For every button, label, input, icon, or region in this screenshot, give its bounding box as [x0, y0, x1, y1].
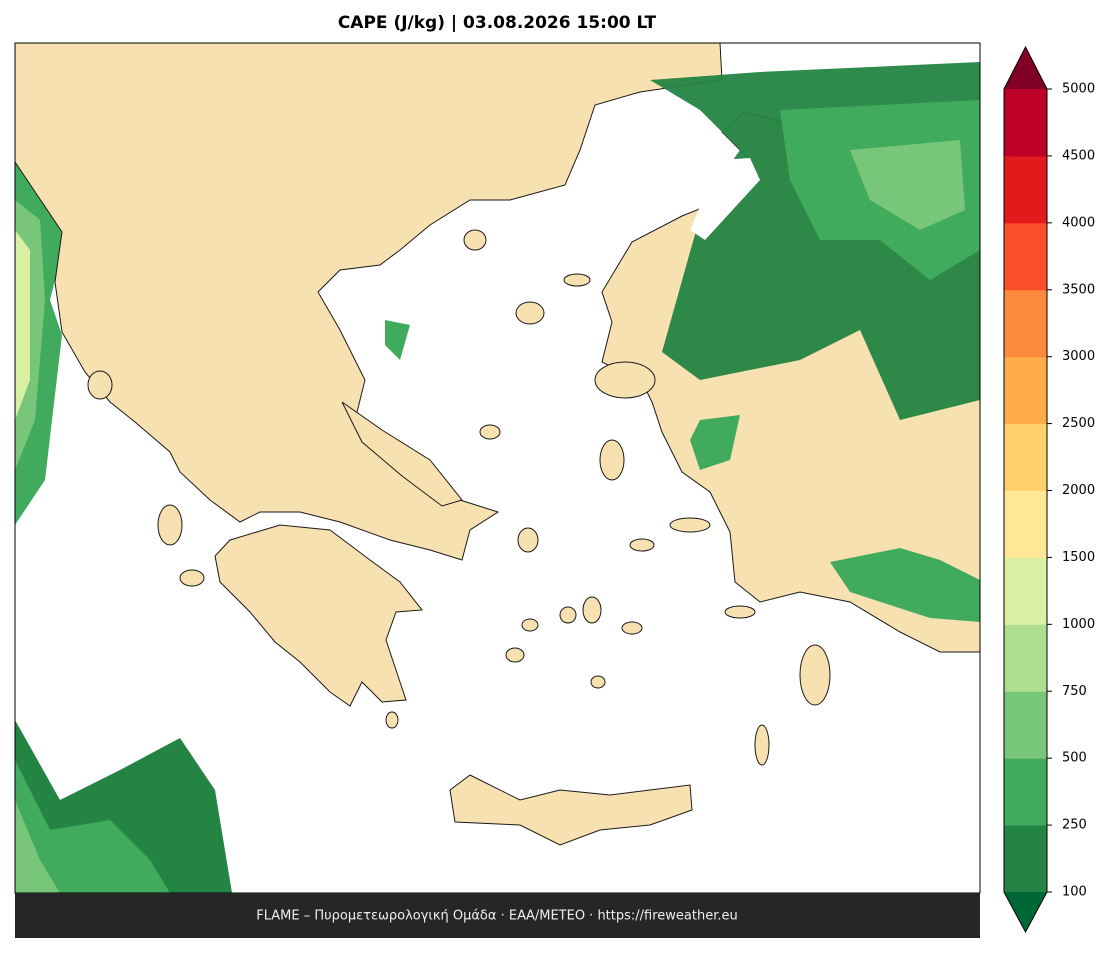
crete [449, 774, 693, 846]
colorbar-tick-label: 2000 [1062, 483, 1095, 498]
colorbar-segment [1004, 490, 1047, 558]
colorbar-segment [1004, 356, 1047, 425]
andros [517, 527, 539, 553]
cape-area [15, 230, 30, 420]
colorbar-tick-label: 2500 [1062, 416, 1095, 431]
footer-bar [15, 893, 980, 938]
corfu [87, 370, 113, 400]
cape-area [690, 415, 740, 470]
island [559, 606, 577, 624]
karpathos [754, 724, 770, 766]
colorbar-tick-label: 4000 [1062, 215, 1095, 230]
colorbar-segment [1004, 758, 1047, 826]
colorbar-tick-label: 1500 [1062, 550, 1095, 565]
kos [724, 605, 756, 619]
santorini [590, 675, 606, 689]
colorbar-tick-label: 3500 [1062, 282, 1095, 297]
lemnos [515, 301, 545, 325]
cape-area [830, 548, 980, 622]
cape-area [15, 800, 60, 893]
colorbar-tick-label: 4500 [1062, 148, 1095, 163]
colorbar-under-arrow [1004, 892, 1047, 932]
skyros [479, 424, 501, 440]
zakynthos [179, 569, 205, 587]
island [582, 596, 602, 624]
imbros [563, 273, 591, 287]
kefalonia [157, 504, 183, 546]
colorbar-tick-label: 1000 [1062, 617, 1095, 632]
colorbar-tick-label: 5000 [1062, 82, 1095, 97]
thasos [463, 229, 487, 251]
colorbar-segment [1004, 155, 1047, 224]
colorbar-segment [1004, 557, 1047, 625]
colorbar-segment [1004, 423, 1047, 491]
colorbar-segment [1004, 289, 1047, 358]
colorbar-segment [1004, 825, 1047, 893]
island [621, 621, 643, 635]
colorbar-segment [1004, 222, 1047, 291]
cape-area [15, 760, 170, 893]
marmara-sea [690, 158, 760, 240]
island [505, 647, 525, 663]
colorbar: 100 250 500 750 1000 1500 2000 2500 3000 3500 4000… [1003, 45, 1095, 934]
peloponnese [214, 524, 423, 707]
colorbar-tick-label: 100 [1062, 885, 1087, 900]
colorbar-tick-label: 750 [1062, 684, 1087, 699]
chios [599, 439, 625, 481]
colorbar-segment [1004, 624, 1047, 692]
colorbar-segment [1004, 691, 1047, 759]
cape-area [850, 140, 965, 230]
rhodes [799, 644, 831, 706]
map-panel [14, 42, 981, 894]
colorbar-tick-label: 250 [1062, 818, 1087, 833]
kythira [385, 711, 399, 729]
footer-credit: FLAME – Πυρομετεωρολογική Ομάδα · ΕΑΑ/ME… [256, 909, 738, 924]
map-title: CAPE (J/kg) | 03.08.2026 15:00 LT [338, 13, 657, 33]
samos [669, 517, 711, 533]
colorbar-segment [1004, 89, 1047, 157]
cape-area [385, 320, 410, 360]
colorbar-over-arrow [1004, 47, 1047, 89]
colorbar-tick-label: 3000 [1062, 349, 1095, 364]
ikaria [629, 538, 655, 552]
colorbar-tick-label: 500 [1062, 751, 1087, 766]
lesvos [594, 361, 656, 399]
balkans-land [15, 43, 723, 561]
island [521, 618, 539, 632]
evia [341, 401, 463, 507]
